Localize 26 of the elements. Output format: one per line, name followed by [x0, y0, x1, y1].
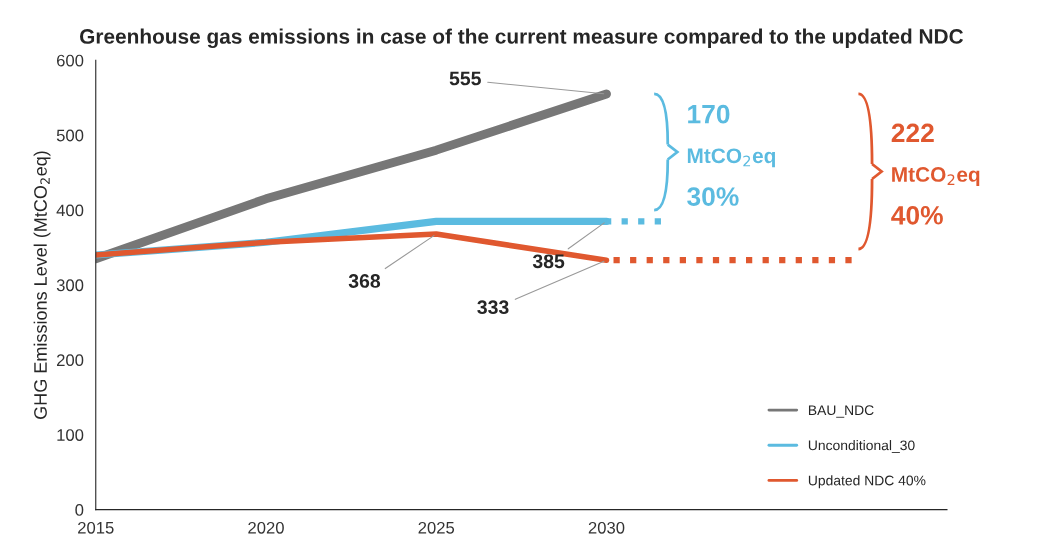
y-tick-label: 0	[75, 504, 84, 516]
data-label: 368	[348, 274, 381, 288]
legend-label: Unconditional_30	[808, 440, 915, 453]
y-tick-label: 300	[56, 279, 84, 292]
annotation: MtCO$_{2}$eq	[687, 148, 775, 168]
x-tick-label: 2020	[248, 521, 284, 534]
annotation: 40%	[891, 205, 943, 225]
y-tick-label: 600	[57, 54, 84, 67]
x-tick-label: 2015	[78, 521, 114, 534]
x-tick-label: 2025	[418, 521, 455, 534]
y-tick-label: 100	[57, 429, 84, 441]
data-label: 555	[449, 71, 481, 86]
y-tick-label: 200	[56, 354, 84, 367]
x-tick-label: 2030	[588, 521, 625, 534]
annotation: MtCO$_{2}$eq	[892, 167, 980, 186]
data-label: 385	[532, 254, 565, 269]
annotation: 222	[891, 123, 934, 142]
legend-label: Updated NDC 40%	[808, 475, 926, 489]
annotation: 170	[688, 104, 730, 124]
data-label: 333	[477, 300, 509, 315]
annotation: 30%	[687, 187, 739, 206]
chart-title: Greenhouse gas emissions in case of the current measure compared to the updated NDC	[80, 28, 964, 49]
y-tick-label: 500	[56, 129, 84, 142]
y-tick-label: 400	[56, 204, 84, 217]
y-axis-title: GHG Emissions Level (MtCO$_{2}$eq)	[33, 151, 51, 419]
legend-label: BAU_NDC	[808, 405, 874, 418]
